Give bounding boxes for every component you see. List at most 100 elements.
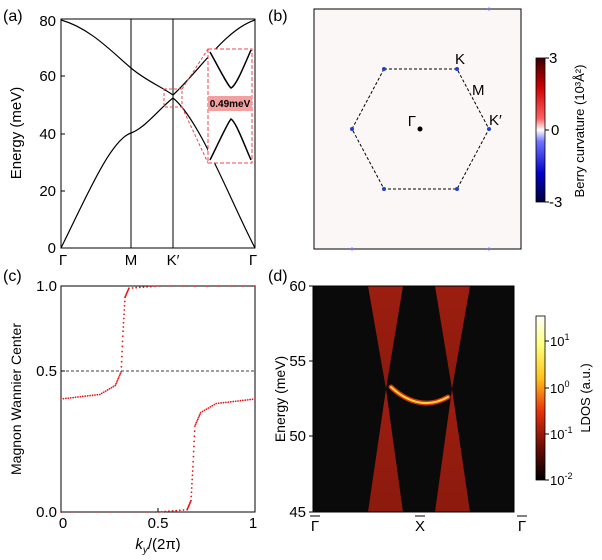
wannier-point <box>119 372 122 375</box>
ytick-60: 60 <box>39 68 56 85</box>
ldos-tick-10-0: 100 <box>550 379 569 396</box>
wannier-point <box>84 511 87 513</box>
wannier-point <box>190 487 193 489</box>
wannier-point <box>121 340 124 343</box>
berry-tick-zero: 0 <box>551 122 559 139</box>
hexagon-vertices <box>350 67 491 191</box>
berry-colorbar-label: Berry curvature (10³Å²) <box>572 65 587 198</box>
edge-features <box>350 7 491 251</box>
wannier-point <box>232 400 235 403</box>
wannier-point <box>67 397 70 400</box>
panel-a-label: (a) <box>3 8 23 25</box>
wannier-point <box>222 401 225 404</box>
ytick-60-d: 60 <box>289 278 306 295</box>
wannier-point <box>191 470 194 472</box>
berry-colorbar-gradient <box>535 57 546 203</box>
wannier-point <box>244 399 247 402</box>
bulk-cone-upper-left <box>368 286 403 389</box>
berry-colorbar: 3 0 -3 Berry curvature (10³Å²) <box>535 50 587 211</box>
wannier-point <box>191 474 194 477</box>
panel-a-xticks: Γ M K′ Γ <box>59 252 257 269</box>
wannier-point <box>132 511 135 513</box>
ytick-40: 40 <box>39 126 56 143</box>
wannier-point <box>192 465 194 468</box>
panel-d: (d) 60 55 50 45 Energy (meV) Γ X Γ <box>268 268 593 535</box>
wannier-point <box>123 309 126 311</box>
xtick-0: 0 <box>59 515 67 532</box>
panel-c-label: (c) <box>3 268 22 285</box>
wannier-point <box>241 399 244 402</box>
wannier-point <box>199 411 202 414</box>
wannier-point <box>254 398 256 400</box>
wannier-point <box>121 335 124 338</box>
inset-upper-band <box>209 49 252 89</box>
wannier-point <box>64 397 67 400</box>
wannier-point <box>135 286 138 289</box>
wannier-point <box>205 408 208 411</box>
wannier-point <box>127 287 130 290</box>
wannier-point <box>213 403 216 406</box>
panel-d-frame <box>312 285 515 513</box>
wannier-point <box>227 401 230 404</box>
inset-lower-band <box>209 118 252 161</box>
wannier-point <box>96 511 99 513</box>
panel-d-ylabel: Energy (meV) <box>272 356 288 442</box>
m-point-label: M <box>472 82 485 99</box>
gap-highlight <box>208 96 252 111</box>
wannier-point <box>74 396 77 399</box>
gamma-point-dot <box>417 126 423 132</box>
ldos-tick-10-1: 101 <box>550 332 569 349</box>
wannier-point <box>203 409 206 412</box>
wannier-point <box>234 400 237 403</box>
wannier-point <box>98 393 101 396</box>
panel-c-xticks: 0 0.5 1 <box>59 508 257 532</box>
wannier-point <box>102 391 105 394</box>
ytick-20: 20 <box>39 183 56 200</box>
wannier-point <box>60 398 62 400</box>
ytick-0: 0 <box>48 240 56 257</box>
upper-magnon-band <box>61 19 255 96</box>
wannier-point <box>211 404 214 407</box>
wannier-point <box>69 396 72 399</box>
wannier-point <box>194 423 197 426</box>
zoom-region-box <box>163 88 183 108</box>
kprime-point-label: K′ <box>489 112 502 129</box>
edge-state-curve <box>390 386 449 405</box>
panel-d-yticks: 60 55 50 45 <box>289 278 313 521</box>
wannier-point <box>79 395 82 398</box>
wannier-point <box>72 396 75 399</box>
panel-c-ylabel: Magnon Wannier Center <box>8 323 24 475</box>
wannier-point <box>193 430 196 433</box>
wannier-point <box>115 381 118 383</box>
xtick-kprime: K′ <box>167 252 180 269</box>
wannier-point <box>146 285 148 288</box>
wannier-point <box>72 511 75 513</box>
wannier-point <box>91 394 94 397</box>
wannier-point <box>209 406 212 408</box>
wannier-point <box>171 509 174 512</box>
wannier-point <box>123 304 126 307</box>
wannier-point <box>123 313 125 316</box>
bulk-cone-lower-left <box>368 389 403 512</box>
xtick-gamma-right: Γ <box>249 252 257 269</box>
wannier-point <box>120 355 123 358</box>
wannier-point <box>251 398 254 401</box>
wannier-point <box>122 321 125 324</box>
wannier-point <box>104 390 107 392</box>
wannier-point <box>205 285 208 287</box>
panel-a-yticks: 0 20 40 60 80 <box>39 13 65 257</box>
wannier-point <box>123 300 126 303</box>
wannier-point <box>220 402 222 404</box>
wannier-point <box>191 478 194 481</box>
wannier-point <box>62 397 65 400</box>
xtick-x-bar: X <box>415 518 425 535</box>
wannier-point <box>198 415 201 417</box>
wannier-point <box>108 387 111 390</box>
wannier-point <box>207 407 210 409</box>
wannier-point <box>144 511 147 513</box>
wannier-point <box>175 509 178 512</box>
wannier-point <box>157 285 159 287</box>
wannier-point <box>192 455 195 458</box>
wannier-point <box>112 385 115 388</box>
zoom-connector-top <box>181 48 209 90</box>
